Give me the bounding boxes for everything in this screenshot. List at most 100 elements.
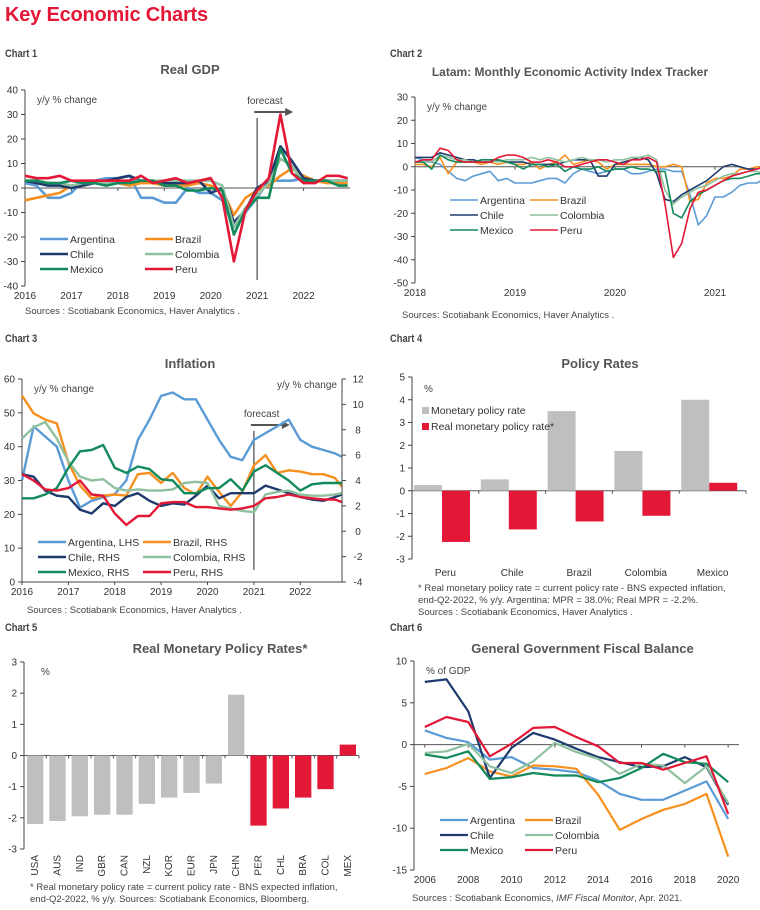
series-line-peru (414, 147, 760, 259)
y-unit-label: y/y % change (34, 384, 94, 395)
y-tick-label: -30 (394, 232, 409, 243)
x-tick-label: 2016 (14, 291, 37, 302)
y-tick-label: 10 (396, 657, 408, 668)
legend-swatch-real-monetary-policy-rate (422, 423, 429, 430)
y-right-tick-label: -4 (354, 578, 363, 589)
legend-swatch-monetary-policy-rate (422, 407, 429, 414)
chart2-title: Latam: Monthly Economic Activity Index T… (431, 65, 709, 79)
legend-label-chile: Chile (480, 210, 504, 222)
y-tick-label: 20 (7, 135, 19, 146)
x-tick-label: 2020 (717, 875, 740, 886)
series-line-peru (21, 473, 343, 527)
x-tick-label: 2017 (57, 587, 80, 598)
legend-label-chile: Chile, RHS (68, 552, 120, 564)
forecast-label: forecast (244, 409, 280, 420)
bar-monetary-policy-rate-peru (414, 485, 442, 491)
chart4-panel: Chart 4 Policy Rates -3 -2 -1 0 1 2 3 4 5 Peru Chi… (380, 325, 760, 620)
x-tick-label: 2021 (246, 291, 269, 302)
legend-label-colombia: Colombia, RHS (173, 552, 245, 564)
legend-label-mexico: Mexico (470, 845, 503, 857)
y-tick-label: 2 (399, 441, 405, 452)
x-category-label: AUS (53, 855, 64, 876)
y-tick-label: -40 (394, 255, 409, 266)
y-tick-label: -20 (394, 209, 409, 220)
bar-per (250, 755, 267, 826)
bar-mex (339, 744, 356, 756)
chart4-plot: -3 -2 -1 0 1 2 3 4 5 Peru Chile Brazil Colombia Mexic… (396, 373, 747, 579)
series-line-mexico (415, 154, 760, 219)
legend-label-colombia: Colombia (560, 210, 605, 222)
x-tick-label: 2022 (289, 587, 312, 598)
y-tick-label: 2 (11, 689, 17, 700)
chart1-source: Sources : Scotiabank Economics, Haver An… (25, 306, 240, 317)
y-unit-label: y/y % change (37, 95, 97, 106)
x-category-label: COL (321, 855, 332, 876)
y-tick-label: -1 (396, 509, 405, 520)
y-tick-label: -40 (4, 282, 19, 293)
series-line-peru (24, 113, 349, 263)
series-line-colombia (21, 420, 343, 514)
x-category-label: USA (30, 855, 41, 876)
bar-real-monetary-policy-rate-brazil (575, 490, 604, 522)
y-tick-label: -3 (8, 845, 17, 856)
chart2-panel: Chart 2 Latam: Monthly Economic Activity… (380, 40, 760, 325)
legend-label-mexico: Mexico (70, 264, 103, 276)
series-line-argentina (20, 391, 343, 509)
bar-can (116, 755, 133, 815)
chart1-title: Real GDP (160, 62, 220, 77)
x-tick-label: 2010 (500, 875, 523, 886)
chart4-note-3: Sources : Scotiabank Economics, Haver An… (418, 607, 633, 618)
x-tick-label: 2022 (292, 291, 315, 302)
y-tick-label: -15 (393, 866, 408, 877)
bar-gbr (94, 755, 111, 815)
bar-monetary-policy-rate-colombia (614, 450, 643, 491)
bar-bra (295, 755, 312, 798)
series-line-colombia (424, 741, 730, 804)
y-right-tick-label: 6 (355, 451, 361, 462)
y-tick-label: -10 (4, 208, 19, 219)
x-category-label: CHN (231, 855, 242, 877)
series-line-mexico (22, 443, 342, 500)
bar-nzl (138, 755, 155, 804)
x-tick-label: 2006 (414, 875, 437, 886)
bar-usa (27, 755, 44, 825)
series-line-colombia (25, 157, 348, 229)
x-tick-label: 2018 (107, 291, 130, 302)
legend-label-brazil: Brazil (175, 234, 201, 246)
chart3-label: Chart 3 (5, 333, 38, 345)
y-tick-label: 4 (399, 395, 405, 406)
y-tick-label: -3 (396, 555, 405, 566)
x-tick-label: 2019 (153, 291, 176, 302)
bar-real-monetary-policy-rate-colombia (642, 490, 671, 516)
legend-label-argentina: Argentina (470, 815, 515, 827)
legend-label-real-monetary-policy-rate: Real monetary policy rate* (431, 421, 554, 433)
legend-label-peru: Peru, RHS (173, 567, 223, 579)
bar-real-monetary-policy-rate-chile (508, 490, 537, 530)
y-tick-label: 0 (11, 751, 17, 762)
chart6-plot: -15 -10 -5 0 5 10 2006 2008 2010 2012 2014 2016 2018… (393, 657, 740, 887)
y-unit-label: % (424, 384, 433, 395)
forecast-arrow-icon (285, 108, 294, 116)
y-right-tick-label: 0 (355, 527, 361, 538)
chart5-plot: -3 -2 -1 0 1 2 3 USA AUS IND GBR CAN NZL KOR EUR JPN CHN… (8, 658, 360, 877)
x-tick-label: 2018 (404, 288, 427, 299)
chart5-note-1: * Real monetary policy rate = current po… (30, 882, 338, 893)
legend-label-brazil: Brazil, RHS (173, 537, 227, 549)
bar-aus (49, 755, 66, 821)
bar-kor (161, 755, 178, 798)
chart5-note-2: end-Q2-2022, % y/y. Sources: Scotiabank … (30, 894, 310, 905)
x-tick-label: 2020 (196, 587, 219, 598)
y-tick-label: 1 (399, 464, 405, 475)
legend-label-chile: Chile (470, 830, 494, 842)
bar-real-monetary-policy-rate-peru (442, 490, 470, 542)
y-tick-label: -1 (8, 782, 17, 793)
chart1-label: Chart 1 (5, 48, 38, 60)
y-right-tick-label: 4 (355, 476, 361, 487)
x-category-label: EUR (187, 855, 198, 876)
y-tick-label: 60 (4, 375, 16, 386)
forecast-label: forecast (247, 96, 283, 107)
chart6-source-prefix: Sources : Scotiabank Economics, (412, 893, 557, 904)
y-tick-label: 0 (401, 740, 407, 751)
y-tick-label: 0 (399, 486, 405, 497)
